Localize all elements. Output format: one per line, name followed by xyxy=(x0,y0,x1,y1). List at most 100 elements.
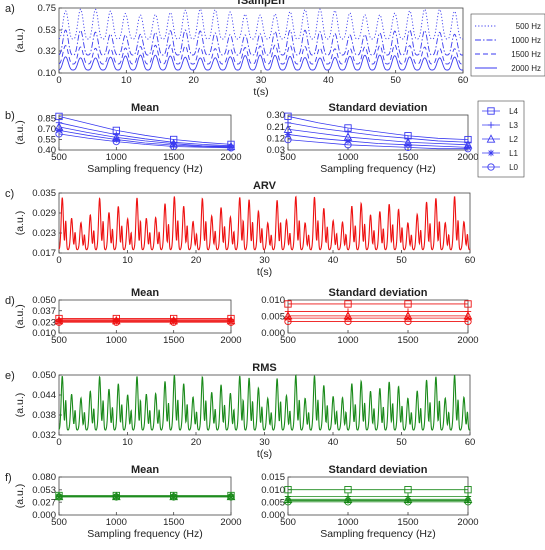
y-tick-label: 0.000 xyxy=(261,510,285,521)
x-tick-label: 1500 xyxy=(397,152,418,163)
y-tick-label: 0.000 xyxy=(32,510,56,521)
chart-title: ARV xyxy=(253,180,277,192)
x-tick-label: 1500 xyxy=(397,517,418,528)
x-tick-label: 30 xyxy=(259,255,270,266)
data-point xyxy=(344,486,352,494)
x-axis-label: t(s) xyxy=(253,86,268,98)
data-point xyxy=(404,498,412,506)
y-tick-label: 0.023 xyxy=(32,317,56,328)
y-axis-label: (a.u.) xyxy=(14,120,26,145)
data-point xyxy=(404,497,412,504)
x-tick-label: 1500 xyxy=(163,335,184,346)
data-point xyxy=(404,317,412,326)
chart-title: fSampEn xyxy=(237,0,285,7)
x-tick-label: 10 xyxy=(122,437,133,448)
y-tick-label: 0.32 xyxy=(38,46,57,57)
chart-panel-c: 0 10 20 30 40 50 60 0.017 0.023 0.029 0.035 ARV t(s)… xyxy=(5,180,475,278)
x-tick-label: 500 xyxy=(280,152,296,163)
x-tick-label: 40 xyxy=(328,437,339,448)
x-tick-label: 2000 xyxy=(457,517,478,528)
y-axis-label: (a.u.) xyxy=(14,211,26,236)
data-point xyxy=(227,318,235,325)
data-point xyxy=(170,141,177,149)
legend: L4 L3 L2 L1 L0 xyxy=(477,100,525,178)
data-point xyxy=(344,141,352,149)
data-point xyxy=(55,130,63,138)
x-tick-label: 1000 xyxy=(337,517,358,528)
chart-panel-d-sd: 500 1000 1500 2000 0.000 0.005 0.010 Standard d… xyxy=(261,287,478,346)
data-point xyxy=(55,493,63,501)
y-axis-label: (a.u.) xyxy=(14,304,26,329)
series-line xyxy=(58,195,471,251)
x-tick-label: 1500 xyxy=(163,152,184,163)
x-tick-label: 500 xyxy=(280,335,296,346)
x-tick-label: 500 xyxy=(280,517,296,528)
y-tick-label: 0.010 xyxy=(261,295,285,306)
series-line xyxy=(287,122,469,143)
x-tick-label: 50 xyxy=(396,255,407,266)
data-point xyxy=(55,318,63,326)
y-tick-label: 0.035 xyxy=(32,188,56,199)
y-tick-label: 0.005 xyxy=(261,312,285,323)
x-tick-label: 10 xyxy=(121,75,132,86)
chart-title: Standard deviation xyxy=(328,464,427,476)
x-tick-label: 2000 xyxy=(220,152,241,163)
data-point xyxy=(284,300,292,308)
data-point xyxy=(464,145,472,153)
data-point xyxy=(170,493,178,501)
data-point xyxy=(404,486,412,494)
x-tick-label: 0 xyxy=(56,255,61,266)
data-point xyxy=(464,497,472,504)
y-tick-label: 0.053 xyxy=(32,485,56,496)
x-tick-label: 20 xyxy=(191,255,202,266)
legend-marker xyxy=(487,107,495,115)
chart-title: Mean xyxy=(131,464,159,476)
y-tick-label: 0.005 xyxy=(261,498,285,509)
chart-panel-e: 0 10 20 30 40 50 60 0.032 0.038 0.044 0.050 RMS t(s)… xyxy=(5,362,475,460)
x-tick-label: 60 xyxy=(465,437,476,448)
chart-title: RMS xyxy=(252,362,276,374)
x-tick-label: 1500 xyxy=(163,517,184,528)
series-line xyxy=(58,374,471,431)
chart-title: Mean xyxy=(131,287,159,299)
x-tick-label: 2000 xyxy=(220,517,241,528)
series-line xyxy=(58,126,232,147)
data-point xyxy=(113,136,120,143)
data-point xyxy=(284,498,292,506)
data-point xyxy=(464,300,472,308)
x-tick-label: 30 xyxy=(256,75,267,86)
legend-marker xyxy=(487,149,495,157)
x-axis-label: Sampling frequency (Hz) xyxy=(320,163,436,175)
y-tick-label: 0.21 xyxy=(267,122,286,133)
data-point xyxy=(227,493,235,501)
x-tick-label: 10 xyxy=(122,255,133,266)
y-tick-label: 0.30 xyxy=(267,110,286,121)
y-tick-label: 0.032 xyxy=(32,430,56,441)
legend: 500 Hz 1000 Hz 1500 Hz 2000 Hz xyxy=(470,13,545,77)
y-tick-label: 0.55 xyxy=(38,135,57,146)
series-line xyxy=(58,122,232,147)
y-tick-label: 0.40 xyxy=(38,145,57,156)
y-tick-label: 0.75 xyxy=(38,3,57,14)
x-tick-label: 60 xyxy=(465,255,476,266)
y-tick-label: 0.015 xyxy=(261,472,285,483)
legend-label: L2 xyxy=(509,135,518,144)
x-axis-label: Sampling frequency (Hz) xyxy=(87,163,203,175)
series-line xyxy=(58,116,232,145)
y-tick-label: 0.044 xyxy=(32,390,56,401)
legend-marker xyxy=(487,163,495,171)
y-tick-label: 0.000 xyxy=(261,328,285,339)
x-tick-label: 0 xyxy=(56,75,61,86)
y-tick-label: 0.03 xyxy=(267,145,286,156)
x-tick-label: 500 xyxy=(51,152,67,163)
y-tick-label: 0.080 xyxy=(32,472,56,483)
panel-label: a) xyxy=(5,3,15,15)
legend-label: 1000 Hz xyxy=(511,36,541,45)
y-tick-label: 0.10 xyxy=(38,68,57,79)
legend-label: L1 xyxy=(509,149,518,158)
panel-label: c) xyxy=(5,188,14,200)
y-tick-label: 0.037 xyxy=(32,306,56,317)
data-point xyxy=(112,137,120,146)
plot-area xyxy=(58,299,232,334)
